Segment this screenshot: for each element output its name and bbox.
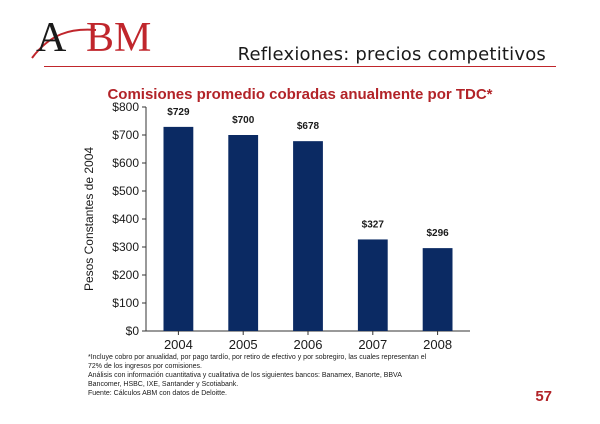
data-label: $327 <box>362 219 385 230</box>
y-tick-label: $400 <box>112 212 139 226</box>
y-tick-label: $700 <box>112 128 139 142</box>
x-tick-label: 2007 <box>358 337 387 352</box>
footnote-line: 72% de los ingresos por comisiones. <box>88 363 203 370</box>
logo-swoosh-icon <box>31 28 97 59</box>
x-tick-label: 2008 <box>423 337 452 352</box>
footnote-line: Análisis con información cuantitativa y … <box>88 372 402 379</box>
data-label: $678 <box>297 121 320 132</box>
title-divider <box>44 66 556 67</box>
bar-2004 <box>163 126 194 331</box>
footnote-line: *Incluye cobro por anualidad, por pago t… <box>88 354 427 361</box>
x-tick-label: 2004 <box>164 337 193 352</box>
x-tick-label: 2006 <box>294 337 323 352</box>
y-tick-label: $500 <box>112 184 139 198</box>
bar-2007 <box>357 239 388 331</box>
slide-title: Reflexiones: precios competitivos <box>237 44 546 65</box>
y-tick-label: $600 <box>112 156 139 170</box>
page-number: 57 <box>535 388 552 405</box>
bar-2008 <box>422 248 453 331</box>
y-tick-label: $800 <box>112 100 139 114</box>
bar-2006 <box>293 141 323 331</box>
data-label: $700 <box>232 115 255 126</box>
y-tick-label: $0 <box>126 324 140 338</box>
logo-letters-bm: BM <box>86 15 152 61</box>
x-tick-label: 2005 <box>229 337 258 352</box>
data-label: $729 <box>167 107 190 118</box>
footnote: *Incluye cobro por anualidad, por pago t… <box>88 353 488 398</box>
y-tick-label: $100 <box>112 296 139 310</box>
abm-logo: A BM <box>30 14 151 66</box>
footnote-line: Fuente: Cálculos ABM con datos de Deloit… <box>88 390 227 397</box>
chart-title: Comisiones promedio cobradas anualmente … <box>107 86 493 103</box>
logo-letter-a: A <box>36 15 67 61</box>
bar-2005 <box>228 135 259 331</box>
y-tick-label: $300 <box>112 240 139 254</box>
y-axis-label: Pesos Constantes de 2004 <box>82 147 96 291</box>
data-label: $296 <box>426 228 449 239</box>
y-tick-label: $200 <box>112 268 139 282</box>
footnote-line: Bancomer, HSBC, IXE, Santander y Scotiab… <box>88 381 239 388</box>
